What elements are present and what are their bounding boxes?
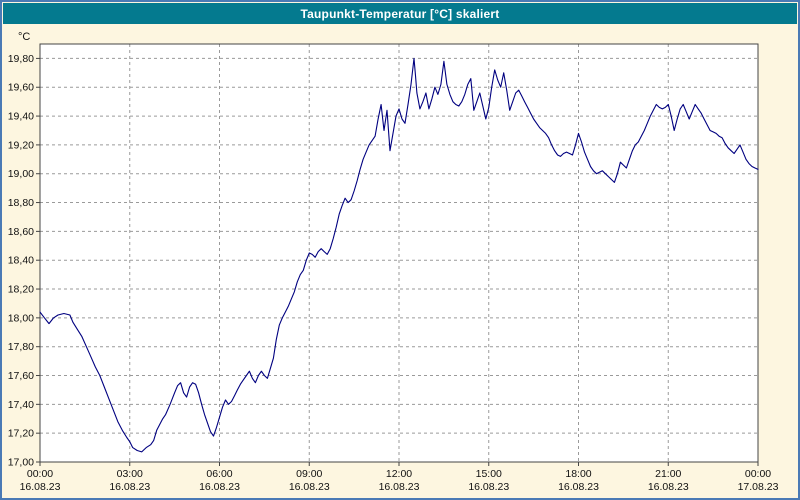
y-tick-label: 19,40 xyxy=(8,111,34,123)
y-tick-label: 18,80 xyxy=(8,197,34,209)
y-tick-label: 19,60 xyxy=(8,82,34,94)
y-tick-label: 17,00 xyxy=(8,457,34,469)
x-tick-date-label: 16.08.23 xyxy=(199,481,240,493)
y-tick-label: 18,20 xyxy=(8,284,34,296)
x-tick-date-label: 16.08.23 xyxy=(20,481,61,493)
x-tick-time-label: 21:00 xyxy=(655,468,681,480)
y-tick-label: 17,40 xyxy=(8,399,34,411)
x-tick-time-label: 00:00 xyxy=(27,468,53,480)
x-tick-time-label: 03:00 xyxy=(117,468,143,480)
x-tick-date-label: 17.08.23 xyxy=(738,481,779,493)
y-tick-label: 17,20 xyxy=(8,428,34,440)
series-line xyxy=(39,57,759,453)
y-tick-label: 19,80 xyxy=(8,53,34,65)
y-axis-unit-label: °C xyxy=(18,31,31,43)
y-tick-label: 19,20 xyxy=(8,139,34,151)
y-tick-label: 18,00 xyxy=(8,312,34,324)
x-tick-time-label: 15:00 xyxy=(476,468,502,480)
x-tick-date-label: 16.08.23 xyxy=(289,481,330,493)
x-tick-time-label: 12:00 xyxy=(386,468,412,480)
y-tick-label: 17,60 xyxy=(8,370,34,382)
y-tick-label: 18,60 xyxy=(8,226,34,238)
x-tick-date-label: 16.08.23 xyxy=(109,481,150,493)
y-tick-label: 17,80 xyxy=(8,341,34,353)
x-tick-time-label: 06:00 xyxy=(206,468,232,480)
x-tick-date-label: 16.08.23 xyxy=(379,481,420,493)
x-tick-date-label: 16.08.23 xyxy=(648,481,689,493)
chart-title: Taupunkt-Temperatur [°C] skaliert xyxy=(3,3,797,24)
x-tick-date-label: 16.08.23 xyxy=(468,481,509,493)
x-tick-time-label: 00:00 xyxy=(745,468,771,480)
y-tick-label: 19,00 xyxy=(8,168,34,180)
plot-border xyxy=(39,43,759,463)
x-tick-time-label: 18:00 xyxy=(565,468,591,480)
x-tick-time-label: 09:00 xyxy=(296,468,322,480)
y-tick-label: 18,40 xyxy=(8,255,34,267)
x-tick-date-label: 16.08.23 xyxy=(558,481,599,493)
